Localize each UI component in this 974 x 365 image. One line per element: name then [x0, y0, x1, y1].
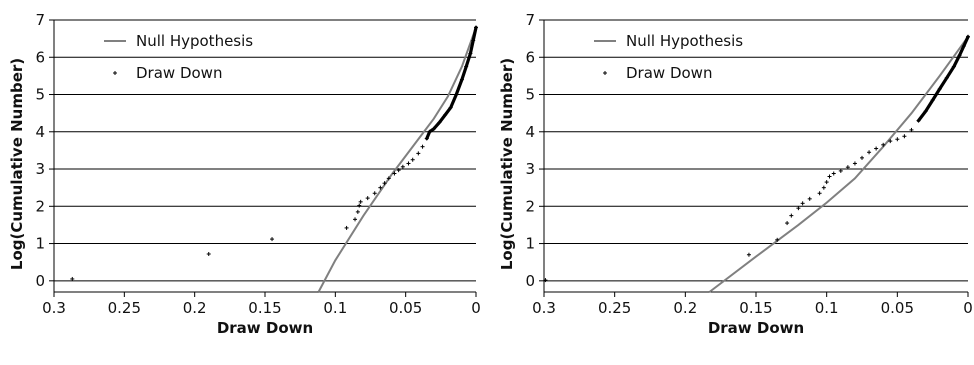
drawdown-point [543, 278, 548, 283]
drawdown-point [821, 185, 826, 190]
drawdown-dense-trace [916, 35, 970, 123]
null-hypothesis-line [708, 36, 969, 293]
drawdown-point [831, 171, 836, 176]
chart-panel-1: 0 1 2 3 4 5 6 7 0.3 0.25 0.2 0.15 0.1 0.05 0 Draw Down L… [8, 11, 481, 337]
y-tick-label: 2 [35, 197, 45, 215]
drawdown-point [358, 199, 363, 204]
y-tick-label: 7 [35, 11, 45, 29]
y-tick-label: 3 [525, 160, 535, 178]
drawdown-point [420, 144, 425, 149]
drawdown-point [881, 142, 886, 147]
drawdown-point [789, 213, 794, 218]
y-tick-label: 2 [525, 197, 535, 215]
x-tick-label: 0.25 [108, 299, 141, 317]
legend-null-label: Null Hypothesis [626, 32, 743, 50]
drawdown-point [357, 203, 362, 208]
drawdown-point [775, 237, 780, 242]
x-tick-label: 0.05 [389, 299, 422, 317]
drawdown-point [392, 171, 397, 176]
drawdown-point [365, 196, 370, 201]
y-tick-label: 3 [35, 160, 45, 178]
drawdown-point [800, 201, 805, 206]
legend-drawdown-label: Draw Down [136, 64, 222, 82]
y-tick-label: 5 [35, 86, 45, 104]
drawdown-point [874, 146, 879, 151]
x-tick-label: 0.1 [815, 299, 839, 317]
y-tick-label: 1 [35, 235, 45, 253]
drawdown-point [817, 191, 822, 196]
x-tick-label: 0.2 [183, 299, 207, 317]
legend-null-label: Null Hypothesis [136, 32, 253, 50]
drawdown-point [410, 157, 415, 162]
x-axis-title: Draw Down [217, 319, 313, 337]
drawdown-point [416, 151, 421, 156]
chart-panel-2: 0 1 2 3 4 5 6 7 0.3 0.25 0.2 0.15 0.1 0.05 0 Draw Down L… [498, 11, 973, 337]
x-axis-title: Draw Down [708, 319, 804, 337]
x-tick-label: 0.15 [739, 299, 772, 317]
drawdown-point [270, 237, 275, 242]
y-tick-label: 7 [525, 11, 535, 29]
drawdown-point [852, 161, 857, 166]
drawdown-point [824, 180, 829, 185]
x-tick-label: 0.15 [248, 299, 281, 317]
x-tick-label: 0.25 [598, 299, 631, 317]
drawdown-point [382, 181, 387, 186]
y-tick-label: 4 [35, 123, 45, 141]
drawdown-point [838, 168, 843, 173]
drawdown-point [860, 155, 864, 160]
y-tick-label: 4 [525, 123, 535, 141]
null-hypothesis-line [317, 27, 477, 293]
drawdown-point [785, 221, 790, 226]
y-axis-title: Log(Cumulative Number) [498, 58, 516, 270]
y-tick-label: 5 [525, 86, 535, 104]
legend-drawdown-label: Draw Down [626, 64, 712, 82]
drawdown-point [396, 168, 401, 173]
x-tick-label: 0 [963, 299, 973, 317]
drawdown-point [400, 164, 405, 169]
drawdown-point [796, 206, 801, 211]
drawdown-point [902, 134, 907, 139]
drawdown-point [746, 252, 751, 257]
drawdown-point [406, 161, 411, 166]
drawdown-point [909, 127, 914, 132]
x-tick-label: 0 [471, 299, 481, 317]
drawdown-point [353, 217, 358, 222]
drawdown-point [895, 137, 900, 142]
x-tick-label: 0.1 [323, 299, 347, 317]
drawdown-point [845, 165, 850, 170]
y-tick-label: 6 [525, 48, 535, 66]
drawdown-point [70, 276, 75, 281]
drawdown-point [827, 174, 832, 179]
drawdown-point [344, 225, 349, 230]
x-tick-label: 0.2 [673, 299, 697, 317]
drawdown-point [378, 185, 383, 190]
drawdown-point [206, 251, 211, 256]
y-tick-label: 0 [525, 272, 535, 290]
x-tick-label: 0.3 [532, 299, 556, 317]
drawdown-point [888, 139, 893, 144]
legend: Null Hypothesis Draw Down [594, 32, 743, 82]
x-tick-label: 0.05 [881, 299, 914, 317]
x-tick-label: 0.3 [42, 299, 66, 317]
y-tick-label: 1 [525, 235, 535, 253]
drawdown-point [807, 196, 812, 201]
drawdown-point [355, 209, 360, 214]
drawdown-point [867, 150, 872, 155]
legend: Null Hypothesis Draw Down [104, 32, 253, 82]
y-axis-title: Log(Cumulative Number) [8, 58, 26, 270]
drawdown-point [386, 176, 391, 181]
y-tick-label: 6 [35, 48, 45, 66]
drawdown-dense-trace [425, 25, 478, 141]
y-tick-label: 0 [35, 272, 45, 290]
drawdown-point [372, 191, 377, 196]
